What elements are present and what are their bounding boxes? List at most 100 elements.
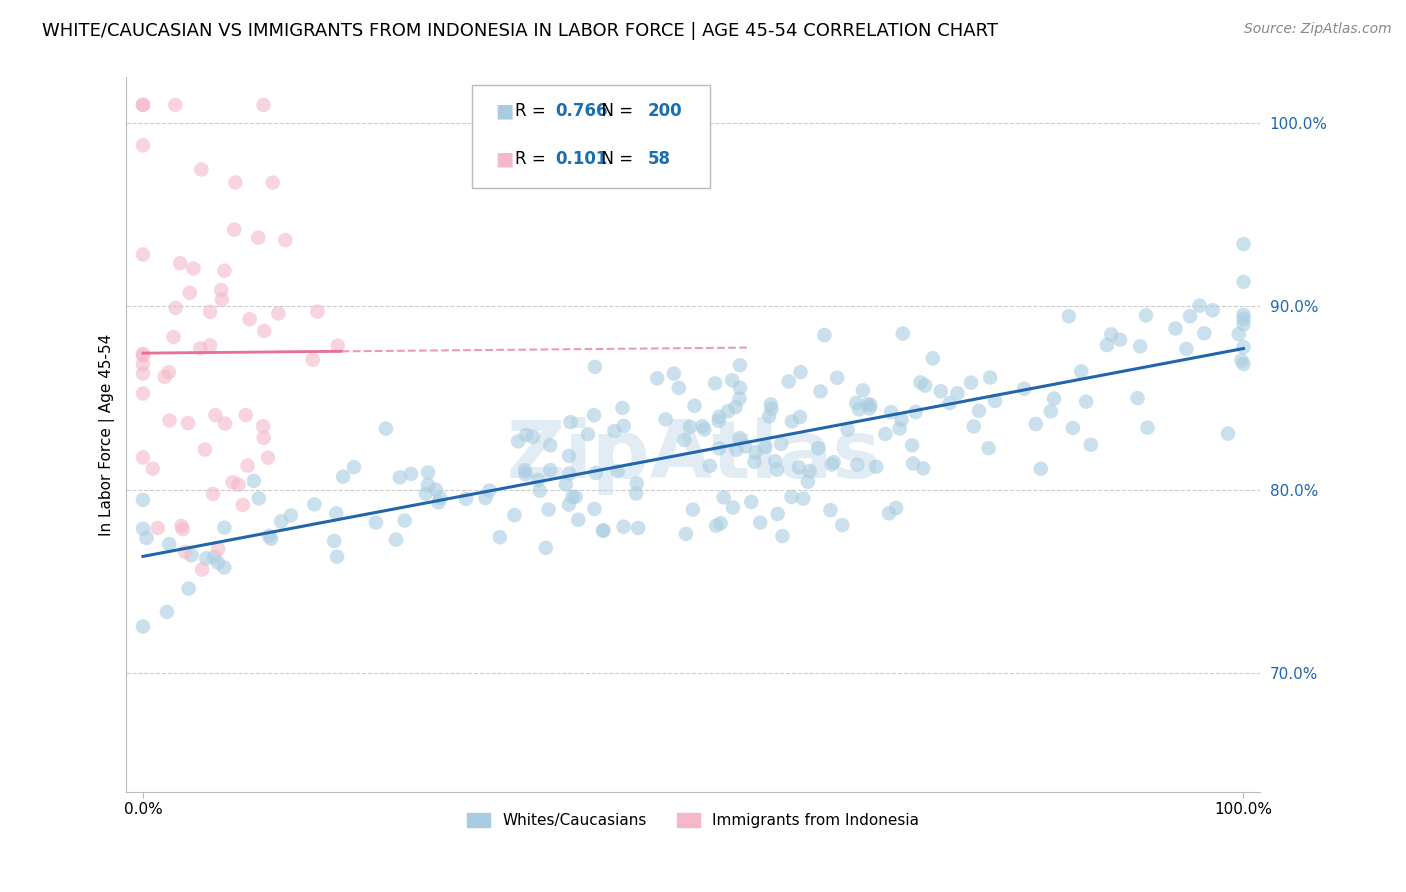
Point <box>326 549 349 564</box>
Point <box>946 386 969 401</box>
Point <box>132 357 155 371</box>
Point <box>1062 421 1084 435</box>
Point <box>165 98 187 112</box>
Point <box>654 412 676 426</box>
Point <box>385 533 408 547</box>
Point <box>416 478 439 492</box>
Point <box>183 261 205 276</box>
Point <box>724 400 747 414</box>
Point <box>1039 404 1062 418</box>
Point <box>201 487 224 501</box>
Point <box>180 548 202 562</box>
Point <box>576 427 599 442</box>
Text: R =: R = <box>515 103 551 120</box>
Point <box>343 460 366 475</box>
Point <box>304 497 326 511</box>
Point <box>592 524 614 538</box>
Point <box>190 162 212 177</box>
Point <box>221 475 243 490</box>
Point <box>211 293 233 307</box>
Point <box>399 467 422 481</box>
Point <box>247 491 270 506</box>
Point <box>1029 462 1052 476</box>
Point <box>758 409 780 424</box>
Point <box>132 450 155 465</box>
Point <box>214 520 236 534</box>
Point <box>583 359 606 374</box>
Text: ■: ■ <box>495 102 513 120</box>
Point <box>780 414 803 428</box>
Point <box>890 412 912 426</box>
Point <box>132 138 155 153</box>
Point <box>252 98 274 112</box>
Point <box>707 409 730 424</box>
Point <box>675 527 697 541</box>
Point <box>754 440 776 454</box>
Point <box>880 405 903 419</box>
Point <box>159 413 181 427</box>
Point <box>332 469 354 483</box>
FancyBboxPatch shape <box>472 85 710 188</box>
Point <box>963 419 986 434</box>
Point <box>224 222 246 236</box>
Point <box>778 375 800 389</box>
Point <box>1230 353 1253 368</box>
Text: 0.766: 0.766 <box>555 103 607 120</box>
Point <box>728 392 751 406</box>
Point <box>132 98 155 112</box>
Text: 200: 200 <box>648 103 682 120</box>
Point <box>1129 339 1152 353</box>
Point <box>425 483 447 497</box>
Point <box>728 431 751 445</box>
Point <box>388 470 411 484</box>
Point <box>142 461 165 475</box>
Text: Source: ZipAtlas.com: Source: ZipAtlas.com <box>1244 22 1392 37</box>
Point <box>699 458 721 473</box>
Point <box>787 460 810 475</box>
Point <box>904 405 927 419</box>
Point <box>513 463 536 477</box>
Point <box>807 441 830 455</box>
Point <box>132 347 155 361</box>
Point <box>522 430 544 444</box>
Point <box>247 230 270 244</box>
Point <box>243 474 266 488</box>
Point <box>538 438 561 452</box>
Point <box>1070 364 1092 378</box>
Point <box>564 490 586 504</box>
Point <box>1232 317 1254 331</box>
Point <box>1136 420 1159 434</box>
Point <box>583 408 606 422</box>
Text: ■: ■ <box>495 149 513 169</box>
Point <box>567 513 589 527</box>
Point <box>172 522 194 536</box>
Point <box>921 351 943 366</box>
Point <box>132 619 155 633</box>
Point <box>169 256 191 270</box>
Point <box>529 483 551 498</box>
Point <box>153 369 176 384</box>
Point <box>858 401 880 416</box>
Point <box>232 498 254 512</box>
Point <box>1126 391 1149 405</box>
Point <box>132 522 155 536</box>
Point <box>692 419 714 434</box>
Point <box>744 455 766 469</box>
Point <box>1188 299 1211 313</box>
Point <box>177 416 200 430</box>
Point <box>515 428 537 442</box>
Text: 0.101: 0.101 <box>555 150 607 169</box>
Point <box>770 529 793 543</box>
Point <box>191 563 214 577</box>
Point <box>1232 237 1254 252</box>
Point <box>270 515 292 529</box>
Point <box>859 398 882 412</box>
Point <box>558 467 581 481</box>
Point <box>1012 382 1035 396</box>
Point <box>707 414 730 428</box>
Point <box>364 516 387 530</box>
Point <box>759 397 782 411</box>
Point <box>188 342 211 356</box>
Point <box>561 490 583 504</box>
Point <box>585 466 607 480</box>
